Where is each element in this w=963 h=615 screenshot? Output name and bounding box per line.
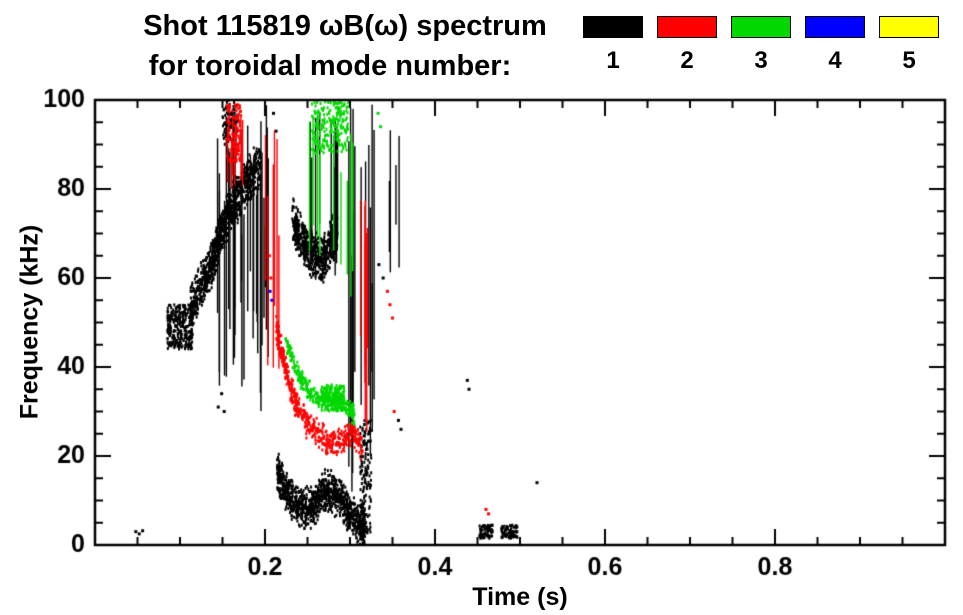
legend-swatch-mode5 — [879, 16, 939, 38]
legend-swatch-mode3 — [731, 16, 791, 38]
x-axis-label: Time (s) — [472, 583, 568, 611]
legend-swatch-mode1 — [583, 16, 643, 38]
y-axis-label: Frequency (kHz) — [15, 224, 44, 420]
figure-title-line1: Shot 115819 ωB(ω) spectrum — [143, 10, 547, 42]
legend-swatches — [583, 16, 939, 38]
legend-swatch-mode2 — [657, 16, 717, 38]
legend-label-mode5: 5 — [902, 47, 916, 74]
legend-label-mode2: 2 — [680, 47, 694, 74]
legend-swatch-mode4 — [805, 16, 865, 38]
legend-label-mode3: 3 — [754, 47, 768, 74]
figure-title-line2: for toroidal mode number: — [148, 50, 512, 82]
legend-label-mode1: 1 — [606, 47, 620, 74]
legend: 1 2 3 4 5 — [583, 16, 939, 75]
legend-label-mode4: 4 — [828, 47, 842, 74]
legend-labels: 1 2 3 4 5 — [583, 47, 939, 75]
